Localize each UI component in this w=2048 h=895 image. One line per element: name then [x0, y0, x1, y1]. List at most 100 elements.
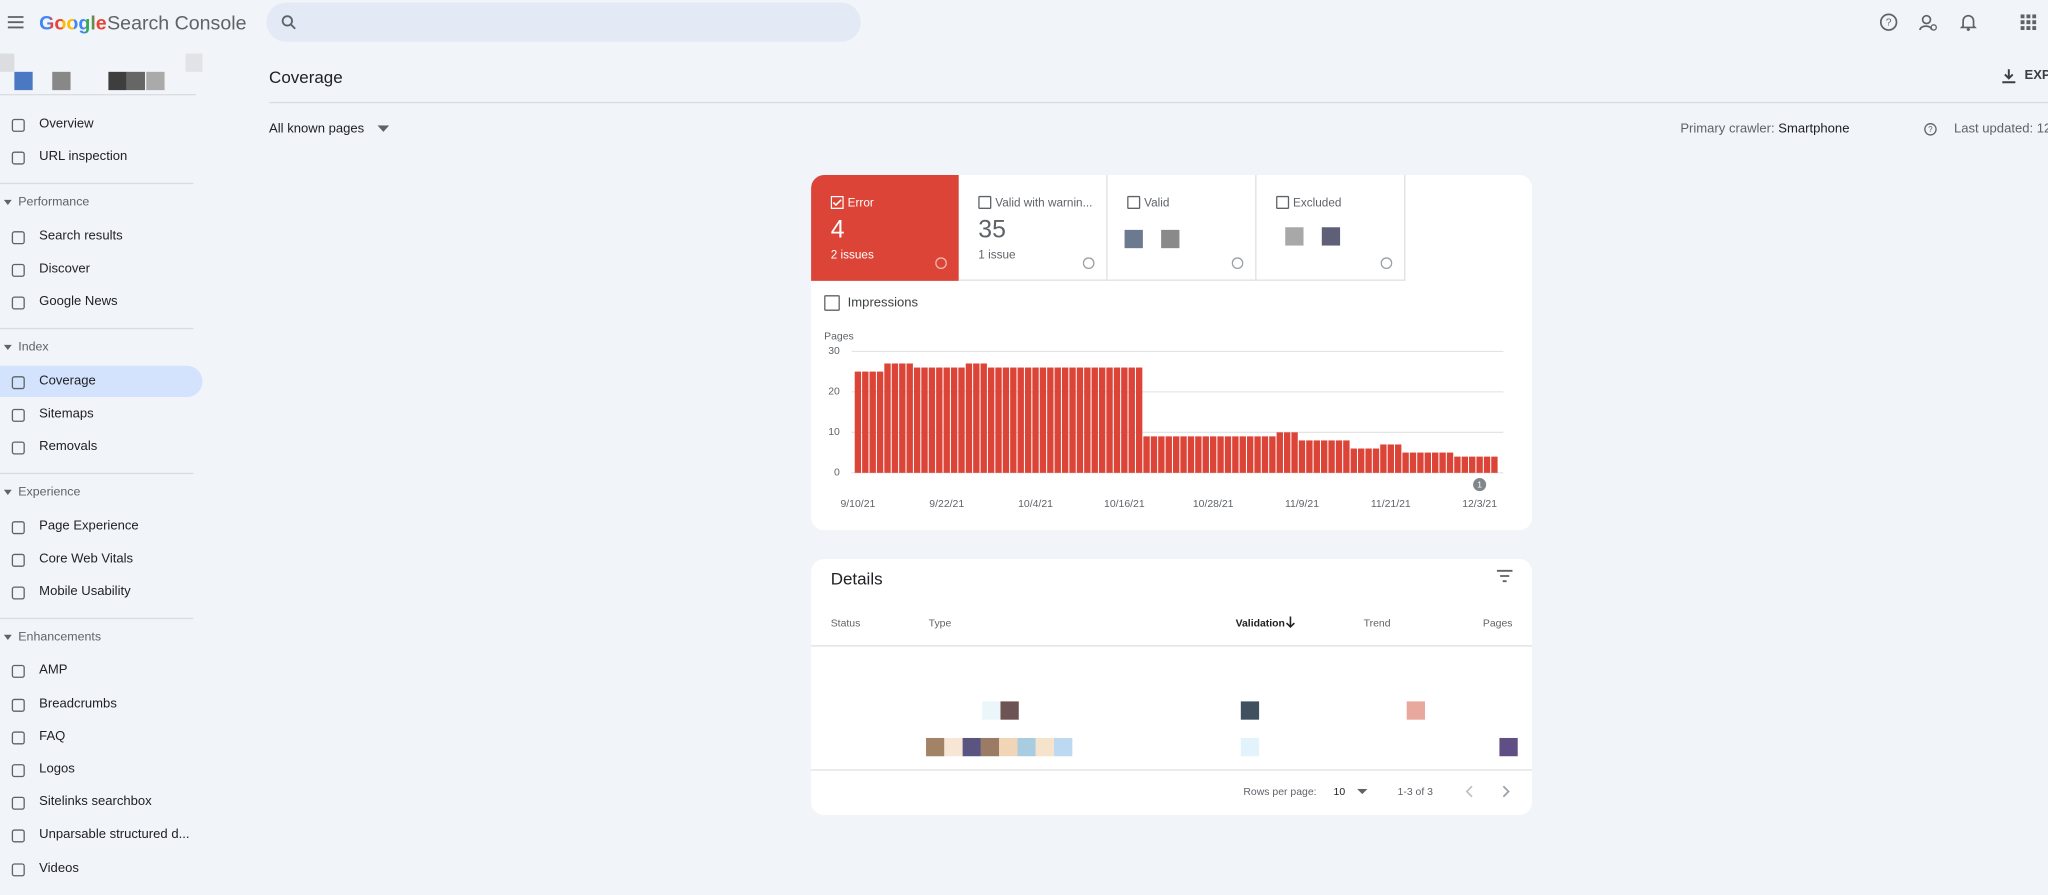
bar — [1461, 456, 1468, 473]
prev-page[interactable] — [1465, 785, 1473, 798]
nav-item[interactable]: Search results — [39, 228, 123, 244]
checkbox[interactable] — [824, 295, 840, 311]
nav-item[interactable]: Sitelinks searchbox — [39, 795, 152, 810]
nav-item[interactable]: Page Experience — [39, 518, 139, 533]
bar — [1180, 436, 1187, 473]
nav-item[interactable]: Discover — [39, 261, 90, 277]
nav-section-title[interactable]: Index — [18, 340, 49, 355]
filter-select[interactable]: All known pages — [269, 122, 365, 137]
help-icon[interactable] — [935, 257, 947, 270]
bar — [1047, 367, 1054, 473]
nav-icon — [11, 764, 25, 778]
nav-item[interactable]: Removals — [39, 439, 98, 454]
annotation-marker — [1473, 478, 1487, 492]
checkbox[interactable] — [1127, 195, 1141, 209]
bar — [1454, 456, 1461, 473]
checkbox-checked[interactable] — [830, 195, 844, 209]
x-tick-label: 10/16/21 — [1104, 499, 1145, 510]
nav-icon — [11, 520, 25, 534]
bar — [1246, 436, 1254, 473]
next-page[interactable] — [1502, 785, 1510, 798]
redacted-block — [126, 71, 145, 91]
nav-item[interactable]: Breadcrumbs — [39, 696, 117, 711]
status-tile-excluded[interactable]: Excluded — [1256, 175, 1406, 281]
divider — [811, 769, 1533, 771]
nav-item[interactable]: Overview — [39, 116, 94, 132]
bar — [1269, 436, 1276, 473]
redacted-block — [980, 737, 1000, 757]
rows-per-page-label: Rows per page: — [1243, 785, 1317, 798]
nav-section-title[interactable]: Performance — [18, 195, 90, 210]
rows-per-page-select[interactable]: 10 — [1333, 785, 1346, 798]
download-icon[interactable] — [2001, 68, 2017, 84]
notifications-icon[interactable] — [1959, 13, 1977, 31]
menu-icon[interactable] — [7, 14, 25, 30]
checkbox[interactable] — [978, 195, 992, 209]
dropdown-arrow — [1357, 788, 1368, 795]
nav-icon — [11, 553, 25, 567]
impressions-toggle[interactable]: Impressions — [847, 295, 919, 311]
help-icon[interactable] — [1082, 257, 1095, 270]
column-header[interactable]: Trend — [1363, 617, 1391, 629]
status-tile-warning[interactable]: Valid with warnin... 35 1 issue — [958, 175, 1108, 281]
nav-item[interactable]: Videos — [39, 860, 79, 876]
nav-item[interactable]: AMP — [39, 663, 68, 678]
divider — [0, 94, 196, 96]
search-box[interactable] — [266, 2, 861, 42]
help-icon[interactable]: ? — [1879, 13, 1898, 31]
status-tile-valid[interactable]: Valid — [1107, 175, 1257, 281]
nav-icon — [11, 118, 25, 132]
bar — [1239, 436, 1246, 473]
redacted-block — [926, 737, 945, 757]
bar — [1106, 367, 1113, 473]
nav-icon — [11, 296, 25, 310]
bar — [1335, 440, 1343, 473]
bar — [1121, 367, 1128, 473]
nav-section-title[interactable]: Enhancements — [18, 630, 102, 645]
apps-icon[interactable] — [2020, 14, 2037, 31]
x-tick-label: 11/21/21 — [1371, 499, 1411, 510]
bar — [1091, 367, 1098, 473]
checkbox[interactable] — [1276, 195, 1290, 209]
bar — [1261, 436, 1269, 473]
redacted-block — [0, 53, 15, 72]
nav-item[interactable]: FAQ — [39, 729, 66, 744]
nav-icon — [11, 731, 25, 745]
nav-item[interactable]: Logos — [39, 762, 75, 777]
redacted-block — [944, 737, 963, 757]
divider — [269, 101, 2048, 104]
bar — [1061, 367, 1069, 473]
column-header[interactable]: Validation — [1235, 617, 1285, 629]
bar — [1172, 436, 1180, 473]
y-tick-label: 20 — [828, 387, 840, 398]
nav-item[interactable]: Core Web Vitals — [39, 551, 134, 566]
status-tile-error[interactable]: Error 4 2 issues — [811, 175, 959, 281]
help-icon[interactable]: ? — [1924, 123, 1937, 136]
account-settings-icon[interactable] — [1919, 13, 1937, 31]
nav-section-title[interactable]: Experience — [18, 485, 81, 500]
redacted-block — [1035, 737, 1055, 757]
help-icon[interactable] — [1231, 257, 1244, 270]
help-icon[interactable] — [1380, 257, 1393, 270]
details-title: Details — [830, 568, 883, 589]
bar — [1076, 367, 1084, 473]
tile-value: 4 — [830, 216, 845, 245]
nav-item[interactable]: Mobile Usability — [39, 584, 131, 599]
nav-item[interactable]: Google News — [39, 294, 118, 310]
nav-item[interactable]: URL inspection — [39, 149, 128, 165]
redacted-block — [1017, 737, 1036, 757]
column-header[interactable]: Status — [830, 617, 861, 629]
bar — [1402, 452, 1409, 473]
nav-item[interactable]: Coverage — [39, 373, 96, 389]
redacted-block — [108, 71, 127, 91]
x-tick-label: 12/3/21 — [1462, 499, 1497, 510]
nav-item[interactable]: Sitemaps — [39, 406, 94, 421]
redacted-block — [1499, 737, 1518, 757]
export-button[interactable]: EXP — [2024, 68, 2048, 83]
column-header[interactable]: Pages — [1482, 617, 1513, 629]
x-tick-label: 11/9/21 — [1285, 499, 1319, 510]
bar — [1387, 444, 1394, 473]
filter-icon[interactable] — [1496, 569, 1513, 583]
column-header[interactable]: Type — [928, 617, 952, 629]
nav-item[interactable]: Unparsable structured d... — [39, 827, 190, 843]
